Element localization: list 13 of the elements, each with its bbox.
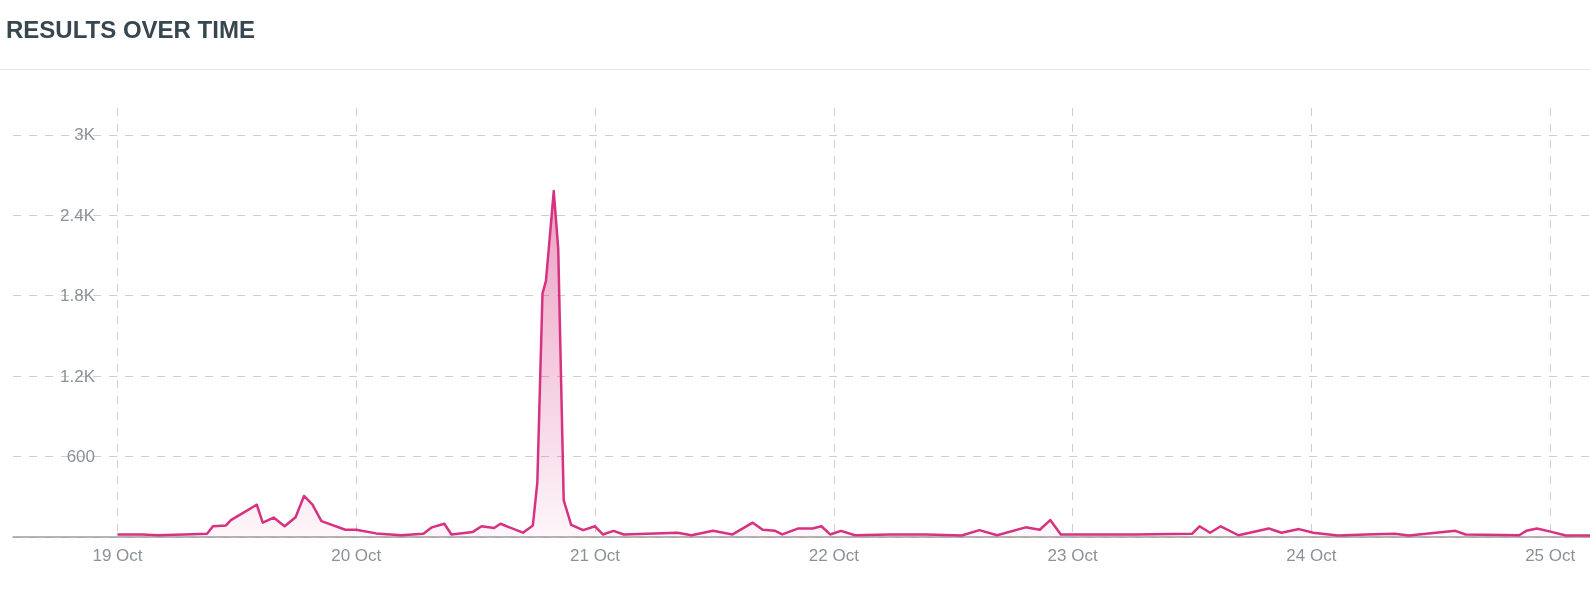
x-tick-label: 21 Oct [570,546,621,565]
x-tick-label: 24 Oct [1286,546,1337,565]
x-tick-label: 20 Oct [331,546,382,565]
chart-title: RESULTS OVER TIME [0,0,1590,70]
y-tick-label: 3K [74,125,96,145]
x-tick-label: 22 Oct [808,546,860,565]
y-tick-label: 600 [66,447,95,467]
x-tick-label: 23 Oct [1047,546,1098,565]
y-tick-label: 1.8K [60,286,96,306]
y-tick-label: 1.2K [60,366,96,386]
x-tick-label: 19 Oct [92,546,143,565]
x-tick-label: 25 Oct [1525,546,1576,565]
y-tick-label: 2.4K [60,205,96,225]
